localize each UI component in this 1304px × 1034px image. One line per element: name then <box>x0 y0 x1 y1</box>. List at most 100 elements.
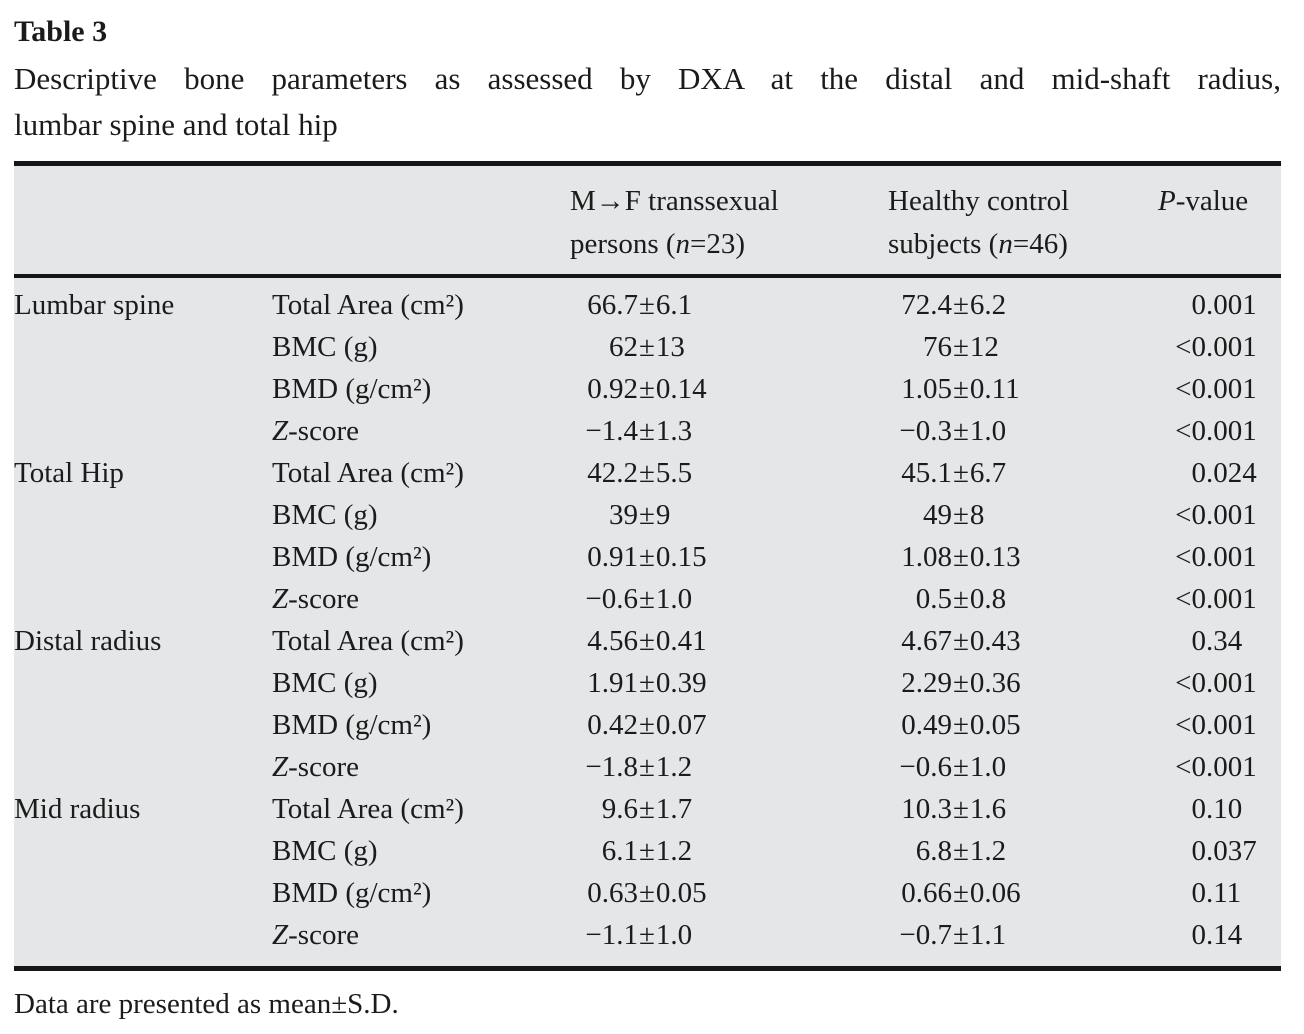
parameter-cell: BMD (g/cm²) <box>272 872 570 914</box>
p-value-cell: 0.024 <box>1191 457 1257 489</box>
parameter-label-italic: Z <box>272 919 289 951</box>
mf-header-line2-pre: persons ( <box>570 228 676 260</box>
parameter-label: Total Area (cm²) <box>272 457 464 489</box>
control-value-cell: 49 ±8 <box>923 499 985 531</box>
parameter-cell: Z-score <box>272 746 570 788</box>
caption-line-1: Descriptive bone parameters as assessed … <box>14 61 1281 96</box>
p-value-cell: 0.037 <box>1191 835 1257 867</box>
p-value-cell: <0.001 <box>1175 373 1257 405</box>
parameter-cell: BMD (g/cm²) <box>272 704 570 746</box>
parameter-label: -score <box>288 583 359 615</box>
mf-value-cell: 42.2 ±5.5 <box>587 457 693 489</box>
mf-value-cell: 9.6 ±1.7 <box>601 793 693 825</box>
region-cell <box>14 704 272 746</box>
region-cell: Total Hip <box>14 457 124 489</box>
p-value-cell: 0.10 <box>1191 793 1243 825</box>
p-value-cell: <0.001 <box>1175 709 1257 741</box>
control-value-cell: −0.3 ±1.0 <box>899 415 1007 447</box>
mf-header-line2: persons (n=23) <box>570 223 888 266</box>
table-row: Distal radius Total Area (cm²) 4.56 ±0.41… <box>14 620 1281 662</box>
table-row: Z-score −1.1 ±1.0 −0.7 ±1.1 0.14 <box>14 914 1281 956</box>
table-row: BMD (g/cm²) 0.91 ±0.15 1.08 ±0.13 <0.001 <box>14 536 1281 578</box>
p-header-rest: -value <box>1175 185 1249 217</box>
parameter-label: Total Area (cm²) <box>272 625 464 657</box>
hc-header-n-italic: n <box>998 228 1013 260</box>
p-value-cell: 0.001 <box>1191 289 1257 321</box>
p-value-cell: <0.001 <box>1175 751 1257 783</box>
p-value-cell: <0.001 <box>1175 499 1257 531</box>
parameter-cell: BMC (g) <box>272 326 570 368</box>
table-row: BMD (g/cm²) 0.92 ±0.14 1.05 ±0.11 <0.001 <box>14 368 1281 410</box>
column-header-p-value: P-value <box>1158 180 1281 266</box>
parameter-cell: Z-score <box>272 410 570 452</box>
region-cell: Distal radius <box>14 625 162 657</box>
hc-header-line2-post: =46) <box>1012 228 1068 260</box>
control-value-cell: 4.67 ±0.43 <box>901 625 1021 657</box>
table-row: BMC (g) 62 ±13 76 ±12 <0.001 <box>14 326 1281 368</box>
parameter-label: -score <box>288 919 359 951</box>
mf-value-cell: 0.63 ±0.05 <box>587 877 707 909</box>
table-row: Z-score −1.8 ±1.2 −0.6 ±1.0 <0.001 <box>14 746 1281 788</box>
mf-header-n-italic: n <box>675 228 691 260</box>
parameter-label: BMC (g) <box>272 499 378 531</box>
p-value-cell: <0.001 <box>1175 415 1257 447</box>
mf-value-cell: 4.56 ±0.41 <box>587 625 707 657</box>
parameter-cell: Total Area (cm²) <box>272 284 570 326</box>
mf-value-cell: −1.1 ±1.0 <box>585 919 693 951</box>
parameter-label-italic: Z <box>272 415 289 447</box>
parameter-cell: Total Area (cm²) <box>272 620 570 662</box>
parameter-label: BMD (g/cm²) <box>272 877 432 909</box>
caption-line-2: lumbar spine and total hip <box>14 107 338 142</box>
mf-value-cell: 62 ±13 <box>609 331 685 363</box>
table-header-row: M→F transsexual persons (n=23) Healthy c… <box>14 166 1281 278</box>
data-table: M→F transsexual persons (n=23) Healthy c… <box>14 161 1281 971</box>
hc-header-line2: subjects (n=46) <box>888 223 1158 266</box>
p-value-cell: <0.001 <box>1175 583 1257 615</box>
region-cell <box>14 872 272 914</box>
parameter-cell: BMC (g) <box>272 494 570 536</box>
control-value-cell: 72.4 ±6.2 <box>901 289 1007 321</box>
hc-header-line2-pre: subjects ( <box>888 228 999 260</box>
p-value-cell: 0.14 <box>1191 919 1243 951</box>
parameter-cell: BMC (g) <box>272 662 570 704</box>
table-row: BMC (g) 39 ±9 49 ±8 <0.001 <box>14 494 1281 536</box>
mf-header-line2-post: =23) <box>690 228 746 260</box>
mf-value-cell: 6.1 ±1.2 <box>601 835 693 867</box>
mf-value-cell: 39 ±9 <box>609 499 671 531</box>
table-title: Table 3 <box>14 15 108 48</box>
p-value-cell: 0.34 <box>1191 625 1243 657</box>
control-value-cell: 76 ±12 <box>923 331 999 363</box>
control-value-cell: −0.7 ±1.1 <box>899 919 1007 951</box>
region-cell <box>14 494 272 536</box>
header-cell-region-empty <box>14 180 272 266</box>
p-value-cell: <0.001 <box>1175 667 1257 699</box>
parameter-cell: Z-score <box>272 914 570 956</box>
column-header-mf-group: M→F transsexual persons (n=23) <box>570 180 888 266</box>
parameter-cell: Z-score <box>272 578 570 620</box>
p-value-cell: <0.001 <box>1175 331 1257 363</box>
parameter-label-italic: Z <box>272 751 289 783</box>
control-value-cell: 0.66 ±0.06 <box>901 877 1021 909</box>
mf-header-line1: M→F transsexual <box>570 185 779 217</box>
parameter-label: BMC (g) <box>272 835 378 867</box>
table-row: Total Hip Total Area (cm²) 42.2 ±5.5 45.1… <box>14 452 1281 494</box>
mf-value-cell: −0.6 ±1.0 <box>585 583 693 615</box>
control-value-cell: 1.05 ±0.11 <box>901 373 1020 405</box>
column-header-control-group: Healthy control subjects (n=46) <box>888 180 1158 266</box>
region-cell: Lumbar spine <box>14 289 175 321</box>
control-value-cell: 6.8 ±1.2 <box>915 835 1007 867</box>
mf-value-cell: 1.91 ±0.39 <box>587 667 707 699</box>
hc-header-line1: Healthy control <box>888 185 1070 217</box>
table-row: BMC (g) 1.91 ±0.39 2.29 ±0.36 <0.001 <box>14 662 1281 704</box>
mf-value-cell: −1.4 ±1.3 <box>585 415 693 447</box>
table-footnote: Data are presented as mean±S.D. <box>14 988 399 1020</box>
control-value-cell: 2.29 ±0.36 <box>901 667 1021 699</box>
parameter-label: -score <box>288 751 359 783</box>
mf-value-cell: −1.8 ±1.2 <box>585 751 693 783</box>
table-row: BMD (g/cm²) 0.63 ±0.05 0.66 ±0.06 0.11 <box>14 872 1281 914</box>
parameter-label: Total Area (cm²) <box>272 793 464 825</box>
parameter-label: BMD (g/cm²) <box>272 373 432 405</box>
parameter-label: Total Area (cm²) <box>272 289 464 321</box>
parameter-label: BMC (g) <box>272 331 378 363</box>
